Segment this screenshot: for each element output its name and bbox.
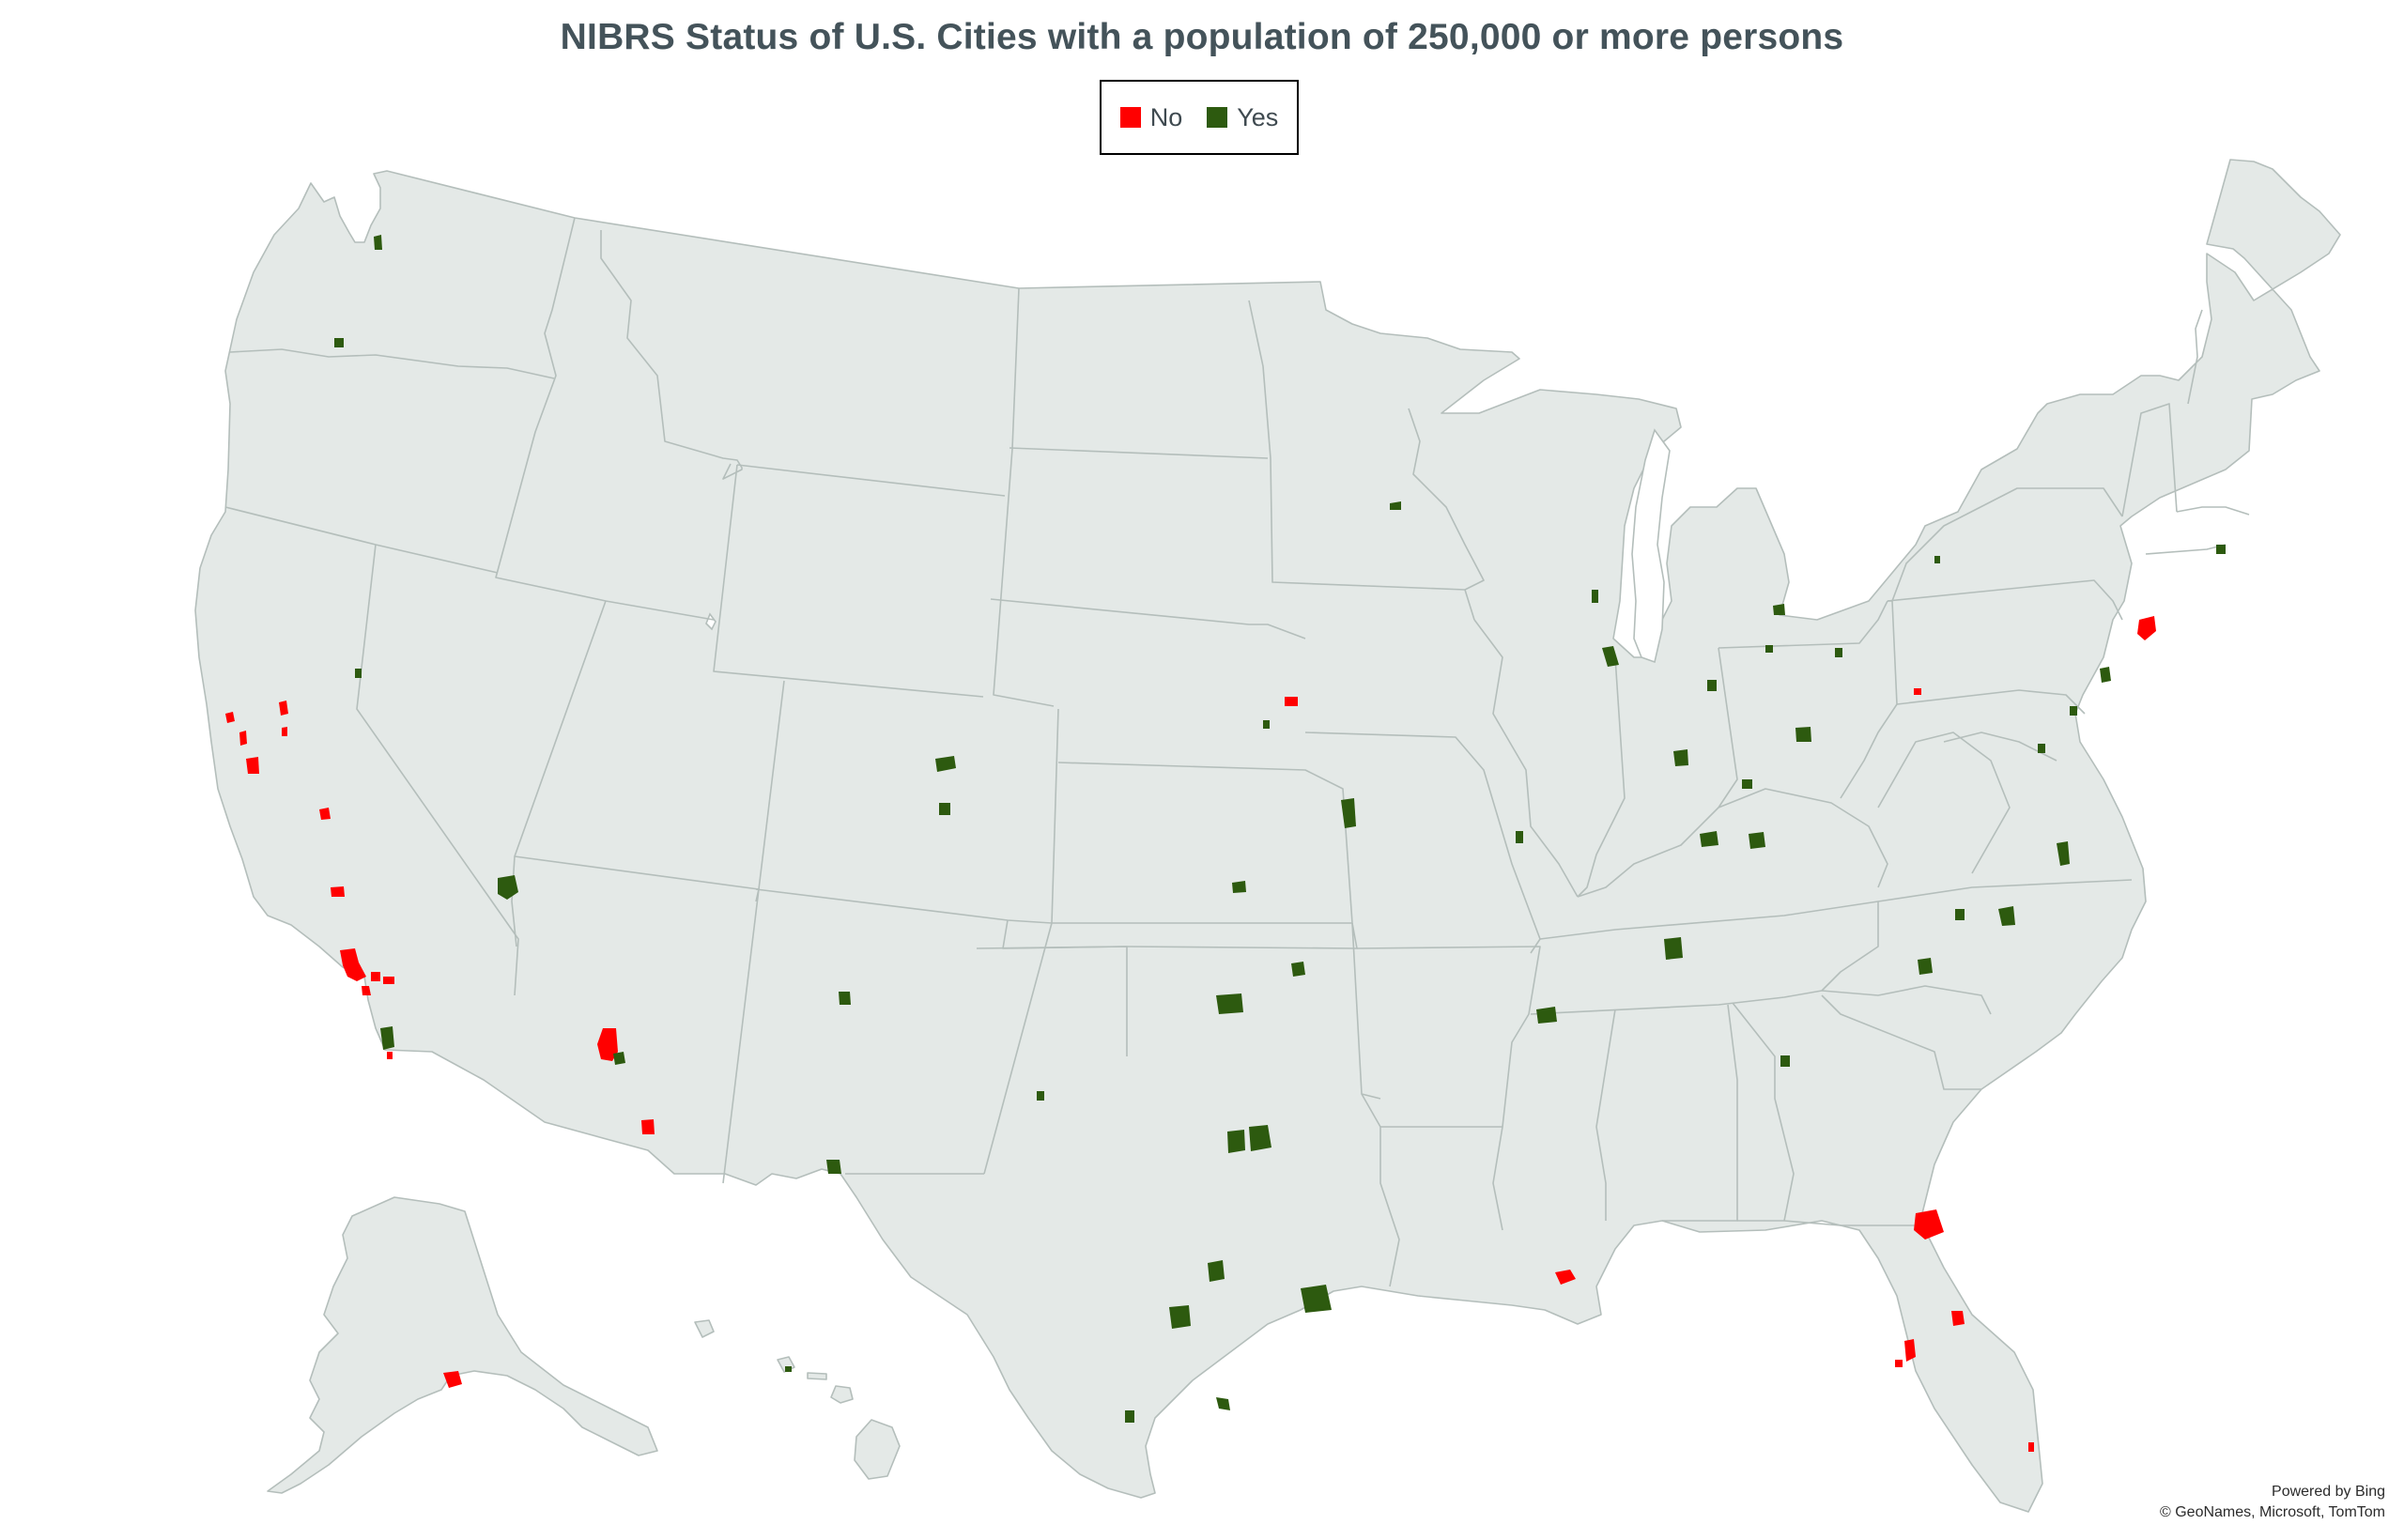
city-marker-virginia-beach — [2057, 841, 2070, 866]
city-marker-new-orleans — [1555, 1270, 1576, 1285]
city-marker-raleigh — [1998, 906, 2015, 926]
city-marker-denver — [935, 756, 956, 772]
city-marker-miami — [2028, 1442, 2034, 1452]
city-marker-philadelphia — [2100, 667, 2111, 683]
alaska-landmass — [267, 1196, 658, 1494]
city-marker-tucson — [641, 1119, 655, 1134]
state-boundaries — [224, 217, 2250, 1287]
city-marker-oakland — [239, 731, 247, 746]
city-marker-lincoln — [1263, 720, 1270, 729]
city-marker-chicago — [1602, 646, 1619, 667]
city-marker-baltimore — [2070, 706, 2077, 716]
city-marker-albuquerque — [839, 992, 851, 1005]
city-marker-colorado-springs — [939, 803, 950, 815]
lower-48-landmass — [194, 159, 2341, 1513]
city-marker-pittsburgh — [1914, 688, 1921, 695]
city-marker-austin — [1208, 1260, 1225, 1282]
city-marker-anaheim — [371, 972, 380, 981]
city-marker-boston — [2216, 545, 2226, 554]
city-marker-san-francisco — [225, 712, 235, 723]
map-title: NIBRS Status of U.S. Cities with a popul… — [560, 17, 1844, 57]
attribution-powered-by: Powered by Bing — [2272, 1484, 2385, 1500]
city-marker-riverside — [383, 977, 394, 984]
city-marker-long-beach — [362, 986, 371, 995]
hawaii-maui — [830, 1385, 854, 1404]
city-marker-omaha — [1285, 697, 1298, 706]
city-marker-mesa — [613, 1052, 625, 1065]
legend-item-yes: Yes — [1207, 103, 1278, 132]
city-marker-san-jose — [246, 757, 259, 774]
legend-swatch-no — [1119, 107, 1141, 128]
city-marker-cincinnati — [1742, 779, 1752, 789]
city-marker-oklahoma-city — [1216, 993, 1243, 1014]
legend-item-no: No — [1119, 102, 1183, 132]
city-marker-sacramento — [279, 701, 288, 736]
city-marker-orlando — [1951, 1311, 1965, 1326]
city-marker-fresno — [319, 808, 331, 820]
city-marker-seattle — [374, 235, 382, 250]
city-marker-houston — [1301, 1285, 1332, 1313]
city-marker-louisville — [1700, 831, 1718, 847]
city-marker-portland — [334, 338, 344, 347]
city-marker-dallas — [1249, 1125, 1271, 1151]
city-marker-jacksonville — [1914, 1209, 1944, 1240]
city-marker-detroit — [1773, 604, 1785, 615]
city-marker-kansas-city — [1341, 798, 1356, 828]
city-marker-indianapolis — [1673, 749, 1688, 766]
legend-label-no: No — [1149, 102, 1183, 131]
legend-label-yes: Yes — [1237, 102, 1279, 131]
legend-swatch-yes — [1207, 107, 1228, 128]
map-legend: No Yes — [1100, 80, 1299, 155]
no-city-markers — [225, 616, 2156, 1452]
yes-city-markers — [334, 235, 2226, 1423]
city-marker-corpus-christi — [1216, 1397, 1230, 1410]
city-marker-nashville — [1664, 937, 1683, 960]
hawaii-kauai — [694, 1319, 715, 1338]
city-marker-honolulu — [785, 1366, 792, 1372]
city-marker-lexington — [1749, 832, 1765, 849]
city-marker-fort-wayne — [1707, 680, 1717, 691]
map-attribution: Powered by Bing © GeoNames, Microsoft, T… — [2160, 1482, 2385, 1523]
city-marker-st-louis — [1516, 831, 1523, 843]
city-marker-atlanta — [1780, 1055, 1790, 1067]
city-marker-el-paso — [826, 1160, 841, 1174]
city-marker-buffalo — [1934, 556, 1940, 563]
city-marker-washington — [2038, 744, 2045, 753]
city-marker-tampa — [1895, 1339, 1916, 1367]
city-marker-wichita — [1232, 881, 1246, 893]
attribution-copyright: © GeoNames, Microsoft, TomTom — [2160, 1504, 2385, 1520]
city-marker-las-vegas — [498, 875, 518, 900]
city-marker-lubbock — [1037, 1091, 1044, 1101]
city-marker-memphis — [1536, 1007, 1557, 1024]
city-marker-san-antonio — [1169, 1305, 1191, 1329]
city-marker-phoenix — [597, 1028, 618, 1061]
city-marker-columbus — [1795, 727, 1811, 742]
city-marker-anchorage — [443, 1371, 462, 1388]
city-marker-new-york — [2137, 616, 2156, 640]
city-marker-chula-vista — [387, 1052, 393, 1059]
city-marker-toledo — [1765, 645, 1773, 653]
city-marker-tulsa — [1291, 962, 1305, 977]
hawaii-big-island — [854, 1419, 901, 1480]
city-marker-bakersfield — [331, 886, 345, 897]
city-marker-san-diego — [380, 1026, 394, 1050]
city-marker-reno — [355, 669, 362, 678]
city-marker-laredo — [1125, 1410, 1134, 1423]
lake-michigan — [1631, 428, 1671, 664]
city-marker-greensboro — [1955, 909, 1965, 920]
city-marker-minneapolis — [1390, 501, 1401, 510]
hawaii-molokai — [807, 1372, 827, 1380]
city-marker-milwaukee — [1592, 590, 1598, 603]
city-marker-cleveland — [1835, 648, 1842, 657]
city-marker-fort-worth — [1227, 1130, 1245, 1153]
city-marker-los-angeles — [340, 948, 366, 981]
city-marker-charlotte — [1918, 958, 1933, 975]
